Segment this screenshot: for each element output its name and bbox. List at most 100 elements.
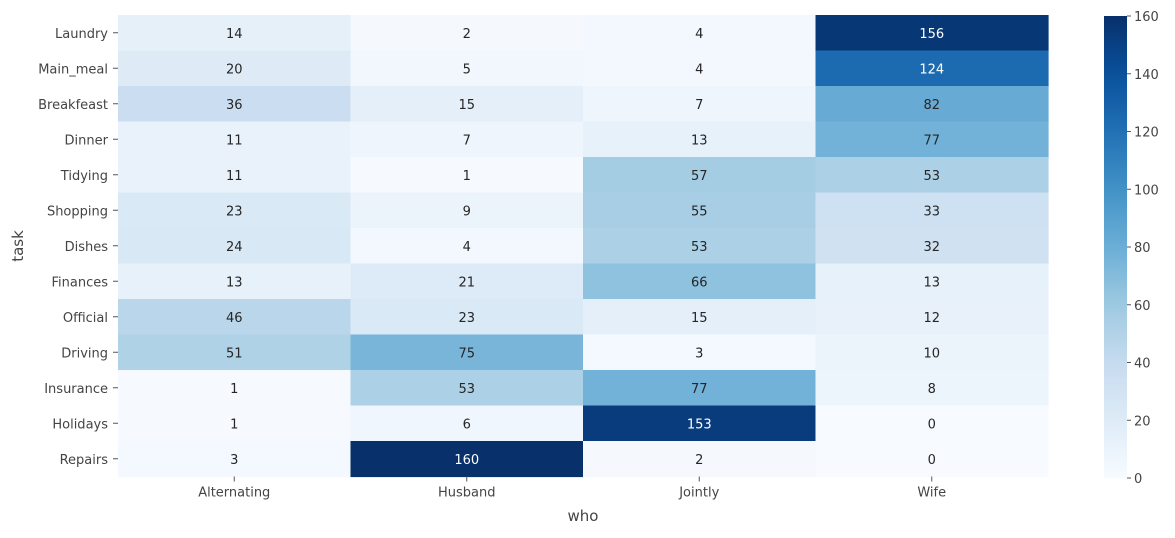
cell-value-label: 5 xyxy=(463,62,471,77)
y-tick-label: Holidays xyxy=(52,417,108,432)
cell-value-label: 15 xyxy=(458,98,475,113)
cell-value-label: 124 xyxy=(919,62,944,77)
colorbar-tick-label: 0 xyxy=(1134,472,1142,487)
x-tick-label: Jointly xyxy=(678,486,719,501)
cell-value-label: 36 xyxy=(226,98,243,113)
cell-value-label: 1 xyxy=(463,169,471,184)
y-tick-label: Finances xyxy=(51,275,108,290)
heatmap-cell-shopping-jointly xyxy=(583,192,817,229)
heatmap-cell-dinner-husband xyxy=(350,121,584,158)
colorbar-tick-label: 40 xyxy=(1134,357,1151,372)
cell-value-label: 24 xyxy=(226,240,243,255)
colorbar: 0 20 40 60 80 100 120 140 160 xyxy=(1104,10,1159,487)
heatmap-cell-dinner-jointly xyxy=(583,121,817,158)
y-tick-label: Main_meal xyxy=(38,62,108,77)
heatmap-cell-driving-jointly xyxy=(583,334,817,371)
colorbar-tick-label: 80 xyxy=(1134,241,1151,256)
heatmap-cell-official-wife xyxy=(815,299,1049,336)
colorbar-tick-label: 20 xyxy=(1134,414,1151,429)
heatmap-cell-official-alternating xyxy=(118,299,352,336)
cell-value-label: 20 xyxy=(226,62,243,77)
heatmap-cell-laundry-wife xyxy=(815,15,1049,52)
cell-value-label: 7 xyxy=(695,98,703,113)
x-axis-label: who xyxy=(568,507,599,525)
heatmap-cell-tidying-husband xyxy=(350,157,584,194)
heatmap-cell-finances-alternating xyxy=(118,263,352,300)
heatmap-cell-dishes-husband xyxy=(350,228,584,265)
cell-value-label: 11 xyxy=(226,169,243,184)
cell-value-label: 156 xyxy=(919,27,944,42)
heatmap-cell-finances-wife xyxy=(815,263,1049,300)
cell-value-label: 23 xyxy=(226,204,243,219)
cell-value-label: 4 xyxy=(463,240,471,255)
heatmap-cell-finances-husband xyxy=(350,263,584,300)
heatmap-cell-holidays-wife xyxy=(815,405,1049,442)
cell-value-label: 51 xyxy=(226,346,243,361)
cell-value-label: 23 xyxy=(458,311,475,326)
cell-value-label: 21 xyxy=(458,275,475,290)
cell-value-label: 0 xyxy=(928,417,936,432)
y-tick-label: Tidying xyxy=(60,169,108,184)
heatmap-cell-dinner-wife xyxy=(815,121,1049,158)
cell-value-label: 14 xyxy=(226,27,243,42)
heatmap-cell-insurance-jointly xyxy=(583,370,817,407)
x-tick-label: Husband xyxy=(438,486,496,501)
heatmap-cell-driving-alternating xyxy=(118,334,352,371)
cell-value-label: 13 xyxy=(923,275,940,290)
heatmap-cell-repairs-jointly xyxy=(583,441,817,478)
cell-value-label: 0 xyxy=(928,453,936,468)
y-axis-label: task xyxy=(9,230,27,262)
cell-value-label: 13 xyxy=(691,133,708,148)
cell-value-label: 2 xyxy=(695,453,703,468)
x-tick-label: Wife xyxy=(917,486,946,501)
cell-value-label: 75 xyxy=(458,346,475,361)
y-axis-ticks: Laundry Main_meal Breakfeast Dinner Tidying S… xyxy=(38,27,118,468)
cell-value-label: 57 xyxy=(691,169,708,184)
x-axis-ticks: Alternating Husband Jointly Wife xyxy=(198,476,946,501)
cell-value-label: 13 xyxy=(226,275,243,290)
heatmap-cell-insurance-alternating xyxy=(118,370,352,407)
cell-value-label: 160 xyxy=(454,453,479,468)
cell-value-label: 53 xyxy=(458,382,475,397)
heatmap-cell-dinner-alternating xyxy=(118,121,352,158)
cell-value-label: 1 xyxy=(230,382,238,397)
heatmap-cell-repairs-wife xyxy=(815,441,1049,478)
heatmap-cell-laundry-alternating xyxy=(118,15,352,52)
heatmap-cell-insurance-wife xyxy=(815,370,1049,407)
colorbar-tick-label: 160 xyxy=(1134,10,1159,25)
cell-value-label: 4 xyxy=(695,62,703,77)
y-tick-label: Shopping xyxy=(47,204,108,219)
y-tick-label: Breakfeast xyxy=(38,98,108,113)
heatmap-cell-breakfeast-husband xyxy=(350,86,584,123)
heatmap-cell-breakfeast-jointly xyxy=(583,86,817,123)
cell-value-label: 12 xyxy=(923,311,940,326)
cell-value-label: 33 xyxy=(923,204,940,219)
y-tick-label: Repairs xyxy=(60,453,109,468)
heatmap-cell-tidying-jointly xyxy=(583,157,817,194)
colorbar-tick-label: 120 xyxy=(1134,126,1159,141)
y-tick-label: Insurance xyxy=(44,382,108,397)
heatmap-cell-shopping-husband xyxy=(350,192,584,229)
colorbar-gradient xyxy=(1104,16,1127,478)
heatmap-cell-holidays-jointly xyxy=(583,405,817,442)
heatmap-cell-dishes-alternating xyxy=(118,228,352,265)
y-tick-label: Driving xyxy=(61,346,108,361)
heatmap-cell-main_meal-wife xyxy=(815,50,1049,87)
cell-value-label: 32 xyxy=(923,240,940,255)
cell-value-label: 6 xyxy=(463,417,471,432)
y-tick-label: Laundry xyxy=(55,27,108,42)
heatmap-cell-driving-husband xyxy=(350,334,584,371)
cell-value-label: 3 xyxy=(695,346,703,361)
cell-value-label: 3 xyxy=(230,453,238,468)
y-tick-label: Official xyxy=(63,311,108,326)
y-tick-label: Dishes xyxy=(65,240,109,255)
cell-value-label: 9 xyxy=(463,204,471,219)
heatmap-cell-holidays-husband xyxy=(350,405,584,442)
cell-value-label: 53 xyxy=(691,240,708,255)
y-tick-label: Dinner xyxy=(65,133,109,148)
heatmap-cell-repairs-alternating xyxy=(118,441,352,478)
colorbar-tick-label: 140 xyxy=(1134,68,1159,83)
heatmap-cell-dishes-jointly xyxy=(583,228,817,265)
heatmap-cell-main_meal-alternating xyxy=(118,50,352,87)
heatmap-cell-official-jointly xyxy=(583,299,817,336)
